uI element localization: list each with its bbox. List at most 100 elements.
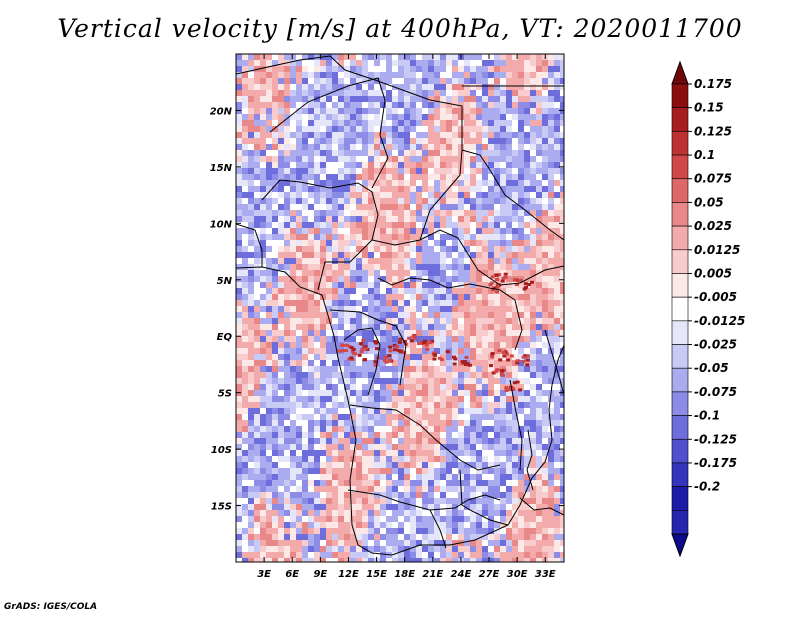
field-cell (380, 498, 387, 505)
field-cell (500, 474, 507, 481)
field-cell (359, 350, 364, 354)
field-cell (518, 516, 525, 523)
field-cell (422, 210, 429, 217)
field-cell (350, 384, 357, 391)
field-cell (344, 528, 351, 535)
field-cell (386, 462, 393, 469)
field-cell (278, 216, 285, 223)
field-cell (446, 174, 453, 181)
field-cell (314, 432, 321, 439)
field-cell (290, 558, 297, 562)
field-cell (404, 504, 411, 511)
field-cell (452, 270, 459, 277)
field-cell (506, 432, 513, 439)
field-cell (470, 234, 477, 241)
field-cell (308, 300, 315, 307)
field-cell (548, 414, 555, 421)
field-cell (308, 426, 315, 433)
field-cell (464, 450, 471, 457)
field-cell (464, 252, 471, 259)
field-cell (404, 132, 411, 139)
field-cell (278, 156, 285, 163)
field-cell (362, 192, 369, 199)
field-cell (374, 246, 381, 253)
field-cell (362, 306, 369, 313)
field-cell (356, 294, 363, 301)
field-cell (356, 156, 363, 163)
field-cell (236, 450, 243, 457)
field-cell (374, 402, 381, 409)
field-cell (482, 480, 489, 487)
field-cell (380, 234, 387, 241)
field-cell (260, 66, 267, 73)
field-cell (260, 210, 267, 217)
field-cell (488, 546, 495, 553)
field-cell (458, 306, 465, 313)
field-cell (356, 312, 363, 319)
field-cell (548, 288, 555, 295)
field-cell (242, 498, 249, 505)
field-cell (512, 138, 519, 145)
field-cell (464, 282, 471, 289)
field-cell (242, 324, 249, 331)
field-cell (356, 144, 363, 151)
field-cell (560, 510, 564, 517)
field-cell (374, 264, 381, 271)
field-cell (428, 438, 435, 445)
field-cell (470, 294, 477, 301)
field-cell (524, 54, 531, 61)
field-cell (518, 462, 525, 469)
field-cell (266, 336, 273, 343)
field-cell (560, 474, 564, 481)
field-cell (494, 370, 499, 374)
field-cell (458, 360, 465, 367)
field-cell (374, 552, 381, 559)
field-cell (428, 162, 435, 169)
field-cell (236, 174, 243, 181)
field-cell (470, 438, 477, 445)
field-cell (548, 240, 555, 247)
field-cell (242, 396, 249, 403)
field-cell (404, 180, 411, 187)
field-cell (361, 338, 366, 342)
field-cell (248, 276, 255, 283)
field-cell (278, 534, 285, 541)
field-cell (386, 150, 393, 157)
field-cell (296, 516, 303, 523)
field-cell (356, 78, 363, 85)
field-cell (308, 102, 315, 109)
field-cell (548, 378, 555, 385)
field-cell (506, 360, 513, 367)
field-cell (404, 234, 411, 241)
field-cell (476, 216, 483, 223)
field-cell (464, 288, 471, 295)
field-cell (554, 450, 561, 457)
field-cell (373, 360, 378, 364)
field-cell (542, 174, 549, 181)
field-cell (446, 354, 453, 361)
colorbar-box (671, 344, 689, 369)
field-cell (386, 546, 393, 553)
field-cell (488, 360, 495, 367)
field-cell (260, 78, 267, 85)
field-cell (476, 534, 483, 541)
field-cell (356, 264, 363, 271)
field-cell (440, 498, 447, 505)
field-cell (290, 492, 297, 499)
field-cell (458, 450, 465, 457)
field-cell (470, 312, 477, 319)
field-cell (416, 528, 423, 535)
field-cell (296, 402, 303, 409)
field-cell (356, 270, 363, 277)
field-cell (452, 258, 459, 265)
field-cell (452, 432, 459, 439)
field-cell (452, 480, 459, 487)
field-cell (428, 498, 435, 505)
field-cell (470, 558, 477, 562)
field-cell (428, 192, 435, 199)
field-cell (492, 286, 497, 290)
field-cell (524, 234, 531, 241)
field-cell (380, 462, 387, 469)
field-cell (524, 408, 531, 415)
field-cell (452, 384, 459, 391)
